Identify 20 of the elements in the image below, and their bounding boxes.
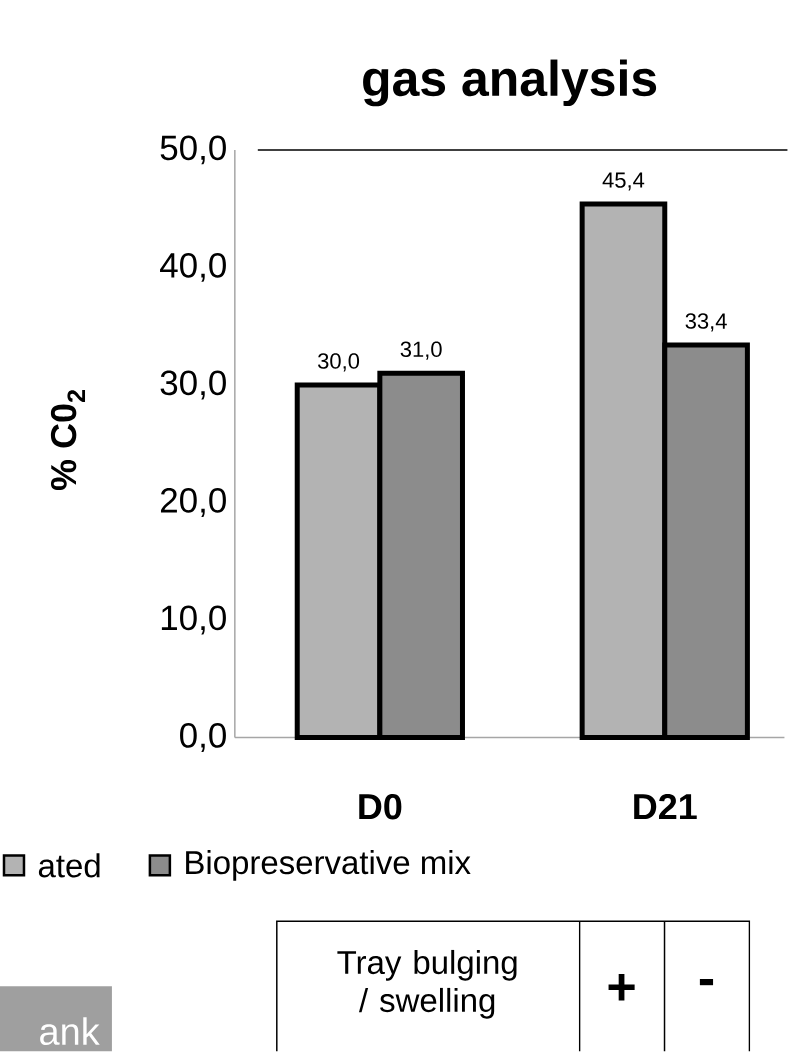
data-label: 30,0 [317,353,359,372]
x-tick-label: D21 [634,793,697,820]
y-axis-title: % C0$_{2}$ [50,389,85,491]
x-tick-label: D0 [359,793,402,820]
text: ank [40,1017,100,1046]
y-tick-label: 40,0 [159,252,226,282]
y-tick-label: 30,0 [160,370,226,400]
y-tick-label: 50,0 [160,135,226,165]
chart-title: gas analysis [363,59,657,107]
legend-label: Biopreservative mix [186,850,471,881]
y-tick-label: 0,0 [179,723,226,752]
y-tick-label: 10,0 [161,605,226,635]
text: - [699,979,713,986]
text: + [608,974,635,1001]
text: Tray bulging / swelling [337,949,517,1019]
data-label: 33,4 [685,313,727,332]
legend-label: ated [38,853,100,878]
y-tick-label: 20,0 [160,487,226,517]
data-label: 31,0 [400,341,442,360]
data-label: 45,4 [602,172,645,191]
